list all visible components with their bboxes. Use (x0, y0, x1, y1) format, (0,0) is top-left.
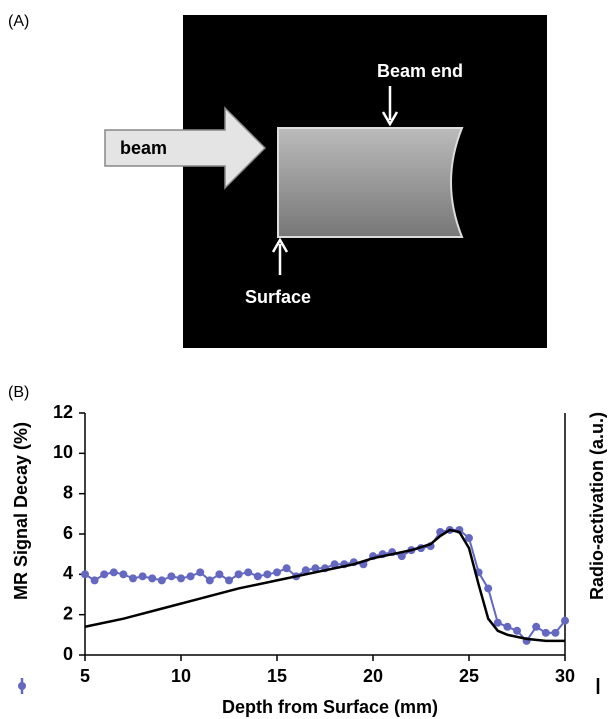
data-point (503, 623, 511, 631)
data-point (196, 568, 204, 576)
legend-marker (18, 682, 26, 690)
data-point (532, 623, 540, 631)
data-point (81, 570, 89, 578)
y-tick-label: 12 (53, 402, 73, 422)
legend-label: Radio-activation (a.u.) (587, 412, 607, 600)
y-tick-label: 6 (63, 523, 73, 543)
x-tick-label: 15 (267, 666, 287, 686)
data-point (235, 570, 243, 578)
data-point (254, 572, 262, 580)
y-tick-label: 4 (63, 563, 73, 583)
legend-label: MR Signal Decay (%) (11, 422, 31, 600)
data-point (551, 629, 559, 637)
x-tick-label: 20 (363, 666, 383, 686)
data-point (484, 584, 492, 592)
data-point (177, 574, 185, 582)
page: (A) beam Beam end Surface (B) Depth from… (0, 0, 612, 719)
data-point (561, 617, 569, 625)
data-point (187, 572, 195, 580)
y-tick-label: 0 (63, 644, 73, 664)
data-point (110, 568, 118, 576)
panel-label: (A) (8, 13, 29, 30)
panel-label: (B) (8, 384, 29, 401)
data-point (513, 627, 521, 635)
data-point (206, 576, 214, 584)
series-line (85, 530, 565, 641)
data-point (283, 564, 291, 572)
data-point (167, 572, 175, 580)
data-point (542, 629, 550, 637)
phantom (278, 128, 462, 237)
figure: (A) beam Beam end Surface (B) Depth from… (0, 0, 612, 719)
plot: 0 2 4 6 8 10 12 5 10 15 20 25 30 MR Signal Decay (%) R… (11, 402, 607, 694)
surface-label: Surface (245, 287, 311, 307)
data-point (273, 568, 281, 576)
data-point (225, 576, 233, 584)
data-point (244, 568, 252, 576)
x-axis-label: Depth from Surface (mm) (222, 697, 438, 717)
data-point (100, 570, 108, 578)
x-tick-label: 5 (80, 666, 90, 686)
data-point (158, 576, 166, 584)
y-tick-label: 8 (63, 482, 73, 502)
data-point (263, 570, 271, 578)
data-point (91, 576, 99, 584)
beam-end-label: Beam end (377, 61, 463, 81)
data-point (148, 574, 156, 582)
data-point (129, 574, 137, 582)
data-point (215, 570, 223, 578)
x-tick-label: 25 (459, 666, 479, 686)
y-tick-label: 2 (63, 603, 73, 623)
y-tick-label: 10 (53, 442, 73, 462)
x-tick-label: 10 (171, 666, 191, 686)
x-tick-label: 30 (555, 666, 575, 686)
data-point (465, 534, 473, 542)
beam-label: beam (120, 138, 167, 158)
data-point (119, 570, 127, 578)
data-point (139, 572, 147, 580)
